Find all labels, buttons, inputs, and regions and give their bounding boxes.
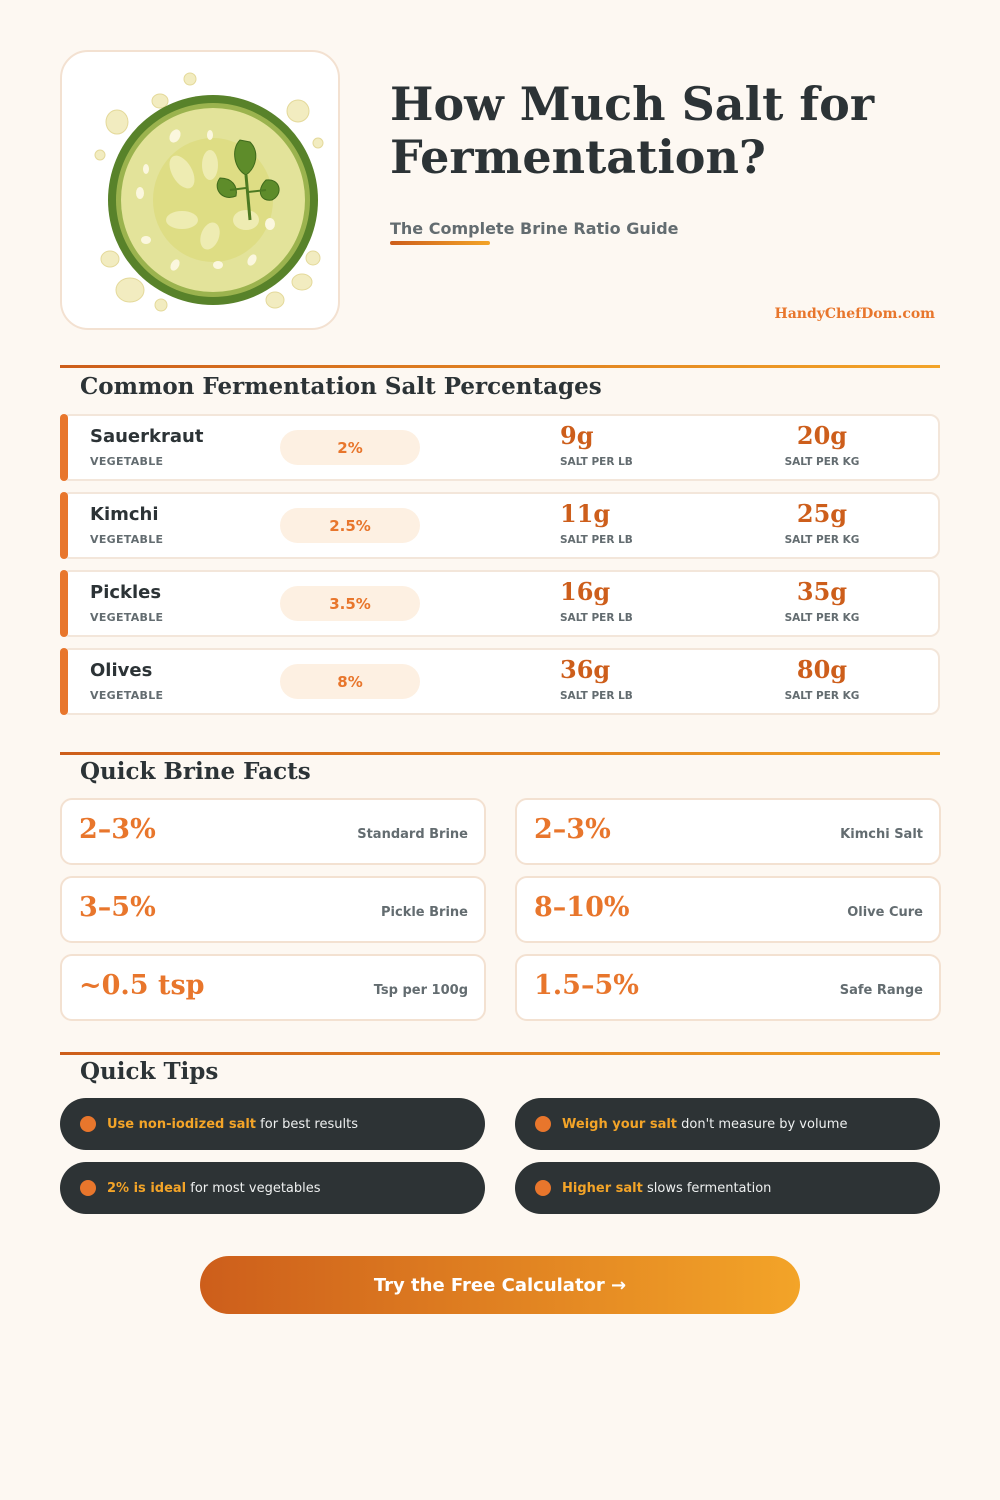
bullet-dot-icon bbox=[535, 1116, 551, 1132]
tip-rest: don't measure by volume bbox=[677, 1116, 848, 1132]
fact-label: Olive Cure bbox=[847, 905, 923, 920]
brand-link[interactable]: HandyChefDom.com bbox=[774, 306, 936, 322]
salt-per-kg-label: SALT PER KG bbox=[784, 534, 860, 546]
salt-percent-badge: 3.5% bbox=[280, 586, 420, 621]
tip-non-iodized-salt: Use non-iodized salt for best results bbox=[60, 1098, 485, 1150]
tip-highlight: Use non-iodized salt bbox=[107, 1116, 257, 1132]
fact-label: Pickle Brine bbox=[381, 905, 468, 920]
row-accent-bar bbox=[60, 414, 68, 481]
salt-per-kg-value: 20g bbox=[796, 421, 848, 450]
salt-row-olives: Olives VEGETABLE 8% 36g SALT PER LB 80g … bbox=[60, 648, 940, 715]
salt-per-lb-value: 36g bbox=[560, 655, 611, 684]
salt-section-title: Common Fermentation Salt Percentages bbox=[80, 373, 602, 400]
fact-label: Safe Range bbox=[839, 983, 923, 998]
fact-value: 1.5–5% bbox=[534, 970, 639, 1001]
fact-value: 8–10% bbox=[534, 892, 630, 923]
tips-section-title: Quick Tips bbox=[80, 1058, 219, 1085]
salt-per-kg-label: SALT PER KG bbox=[784, 690, 860, 702]
row-accent-bar bbox=[60, 570, 68, 637]
salt-per-kg-label: SALT PER KG bbox=[784, 612, 860, 624]
salt-per-lb-label: SALT PER LB bbox=[560, 612, 633, 624]
fact-label: Tsp per 100g bbox=[373, 983, 468, 998]
section-divider bbox=[60, 1052, 940, 1055]
hero-image-card bbox=[60, 50, 340, 330]
bullet-dot-icon bbox=[80, 1180, 96, 1196]
fact-value: 3–5% bbox=[79, 892, 156, 923]
salt-per-lb-value: 11g bbox=[560, 499, 611, 528]
section-divider bbox=[60, 752, 940, 755]
fact-value: ~0.5 tsp bbox=[79, 970, 205, 1001]
salt-per-kg-value: 35g bbox=[796, 577, 848, 606]
tip-text: Higher salt slows fermentation bbox=[562, 1181, 771, 1196]
food-name: Sauerkraut bbox=[90, 426, 204, 447]
tip-two-percent-ideal: 2% is ideal for most vegetables bbox=[60, 1162, 485, 1214]
food-category: VEGETABLE bbox=[90, 611, 164, 624]
salt-per-lb-label: SALT PER LB bbox=[560, 690, 633, 702]
row-accent-bar bbox=[60, 492, 68, 559]
salt-per-lb-label: SALT PER LB bbox=[560, 534, 633, 546]
page-subtitle: The Complete Brine Ratio Guide bbox=[390, 219, 679, 238]
salt-per-kg-value: 80g bbox=[796, 655, 848, 684]
food-category: VEGETABLE bbox=[90, 689, 164, 702]
fact-card-olive-cure: 8–10% Olive Cure bbox=[515, 876, 941, 943]
salt-per-kg-value: 25g bbox=[796, 499, 848, 528]
page-title: How Much Salt for Fermentation? bbox=[390, 77, 875, 184]
food-category: VEGETABLE bbox=[90, 533, 164, 546]
fact-card-safe-range: 1.5–5% Safe Range bbox=[515, 954, 941, 1021]
salt-per-lb-value: 16g bbox=[560, 577, 611, 606]
tip-weigh-salt: Weigh your salt don't measure by volume bbox=[515, 1098, 940, 1150]
cucumber-slice-icon bbox=[94, 72, 324, 312]
fact-value: 2–3% bbox=[79, 814, 156, 845]
fact-label: Standard Brine bbox=[357, 827, 468, 842]
tip-rest: slows fermentation bbox=[642, 1180, 772, 1196]
salt-per-lb-label: SALT PER LB bbox=[560, 456, 633, 468]
section-divider bbox=[60, 365, 940, 368]
tip-highlight: Weigh your salt bbox=[562, 1116, 678, 1132]
tip-highlight: Higher salt bbox=[562, 1180, 643, 1196]
tip-text: Weigh your salt don't measure by volume bbox=[562, 1117, 847, 1132]
fact-label: Kimchi Salt bbox=[840, 827, 923, 842]
fact-card-kimchi-salt: 2–3% Kimchi Salt bbox=[515, 798, 941, 865]
tip-higher-salt: Higher salt slows fermentation bbox=[515, 1162, 940, 1214]
salt-row-pickles: Pickles VEGETABLE 3.5% 16g SALT PER LB 3… bbox=[60, 570, 940, 637]
tip-text: 2% is ideal for most vegetables bbox=[107, 1181, 321, 1196]
tip-rest: for most vegetables bbox=[186, 1180, 321, 1196]
salt-row-sauerkraut: Sauerkraut VEGETABLE 2% 9g SALT PER LB 2… bbox=[60, 414, 940, 481]
food-name: Olives bbox=[90, 660, 153, 681]
row-accent-bar bbox=[60, 648, 68, 715]
salt-per-kg-label: SALT PER KG bbox=[784, 456, 860, 468]
salt-per-lb-value: 9g bbox=[560, 421, 594, 450]
salt-row-kimchi: Kimchi VEGETABLE 2.5% 11g SALT PER LB 25… bbox=[60, 492, 940, 559]
salt-percent-badge: 2.5% bbox=[280, 508, 420, 543]
fact-card-tsp-per-100g: ~0.5 tsp Tsp per 100g bbox=[60, 954, 486, 1021]
tip-text: Use non-iodized salt for best results bbox=[107, 1117, 358, 1132]
tip-highlight: 2% is ideal bbox=[107, 1180, 187, 1196]
fact-card-pickle-brine: 3–5% Pickle Brine bbox=[60, 876, 486, 943]
subtitle-underline bbox=[390, 241, 490, 245]
bullet-dot-icon bbox=[535, 1180, 551, 1196]
tip-rest: for best results bbox=[256, 1116, 358, 1132]
food-category: VEGETABLE bbox=[90, 455, 164, 468]
food-name: Pickles bbox=[90, 582, 162, 603]
facts-section-title: Quick Brine Facts bbox=[80, 758, 311, 785]
salt-percent-badge: 8% bbox=[280, 664, 420, 699]
salt-percent-badge: 2% bbox=[280, 430, 420, 465]
free-calculator-button[interactable]: Try the Free Calculator → bbox=[200, 1256, 800, 1314]
fact-card-standard-brine: 2–3% Standard Brine bbox=[60, 798, 486, 865]
fact-value: 2–3% bbox=[534, 814, 611, 845]
food-name: Kimchi bbox=[90, 504, 159, 525]
bullet-dot-icon bbox=[80, 1116, 96, 1132]
